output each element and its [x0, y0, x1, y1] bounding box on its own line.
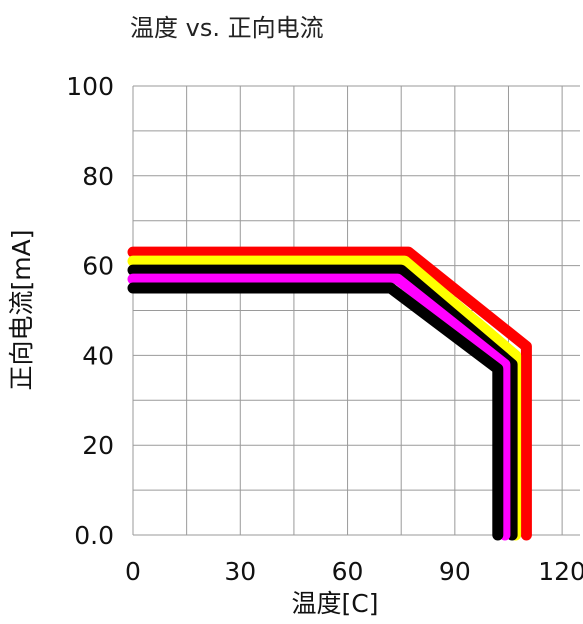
y-tick-label: 80	[82, 162, 114, 191]
series-line-5	[127, 282, 504, 541]
x-tick-label: 120	[538, 557, 583, 586]
y-tick-label: 0.0	[74, 521, 114, 550]
x-tick-label: 90	[439, 557, 471, 586]
series-line-1	[127, 246, 532, 541]
series-line-4	[127, 273, 511, 541]
x-tick-labels: 0 30 60 90 120	[125, 557, 583, 586]
y-tick-label: 20	[82, 431, 114, 460]
x-tick-label: 60	[332, 557, 364, 586]
x-tick-label: 0	[125, 557, 141, 586]
y-tick-label: 100	[66, 72, 114, 101]
y-tick-labels: 0.0 20 40 60 80 100	[66, 72, 114, 550]
chart-title: 温度 vs. 正向电流	[130, 14, 324, 42]
series-line-3	[127, 264, 518, 541]
y-tick-label: 60	[82, 252, 114, 281]
y-axis-label: 正向电流[mA]	[7, 230, 36, 391]
y-tick-label: 40	[82, 341, 114, 370]
series-group	[127, 246, 532, 541]
series-line-2	[127, 255, 522, 541]
x-tick-label: 30	[224, 557, 256, 586]
x-axis-label: 温度[C]	[292, 589, 379, 618]
